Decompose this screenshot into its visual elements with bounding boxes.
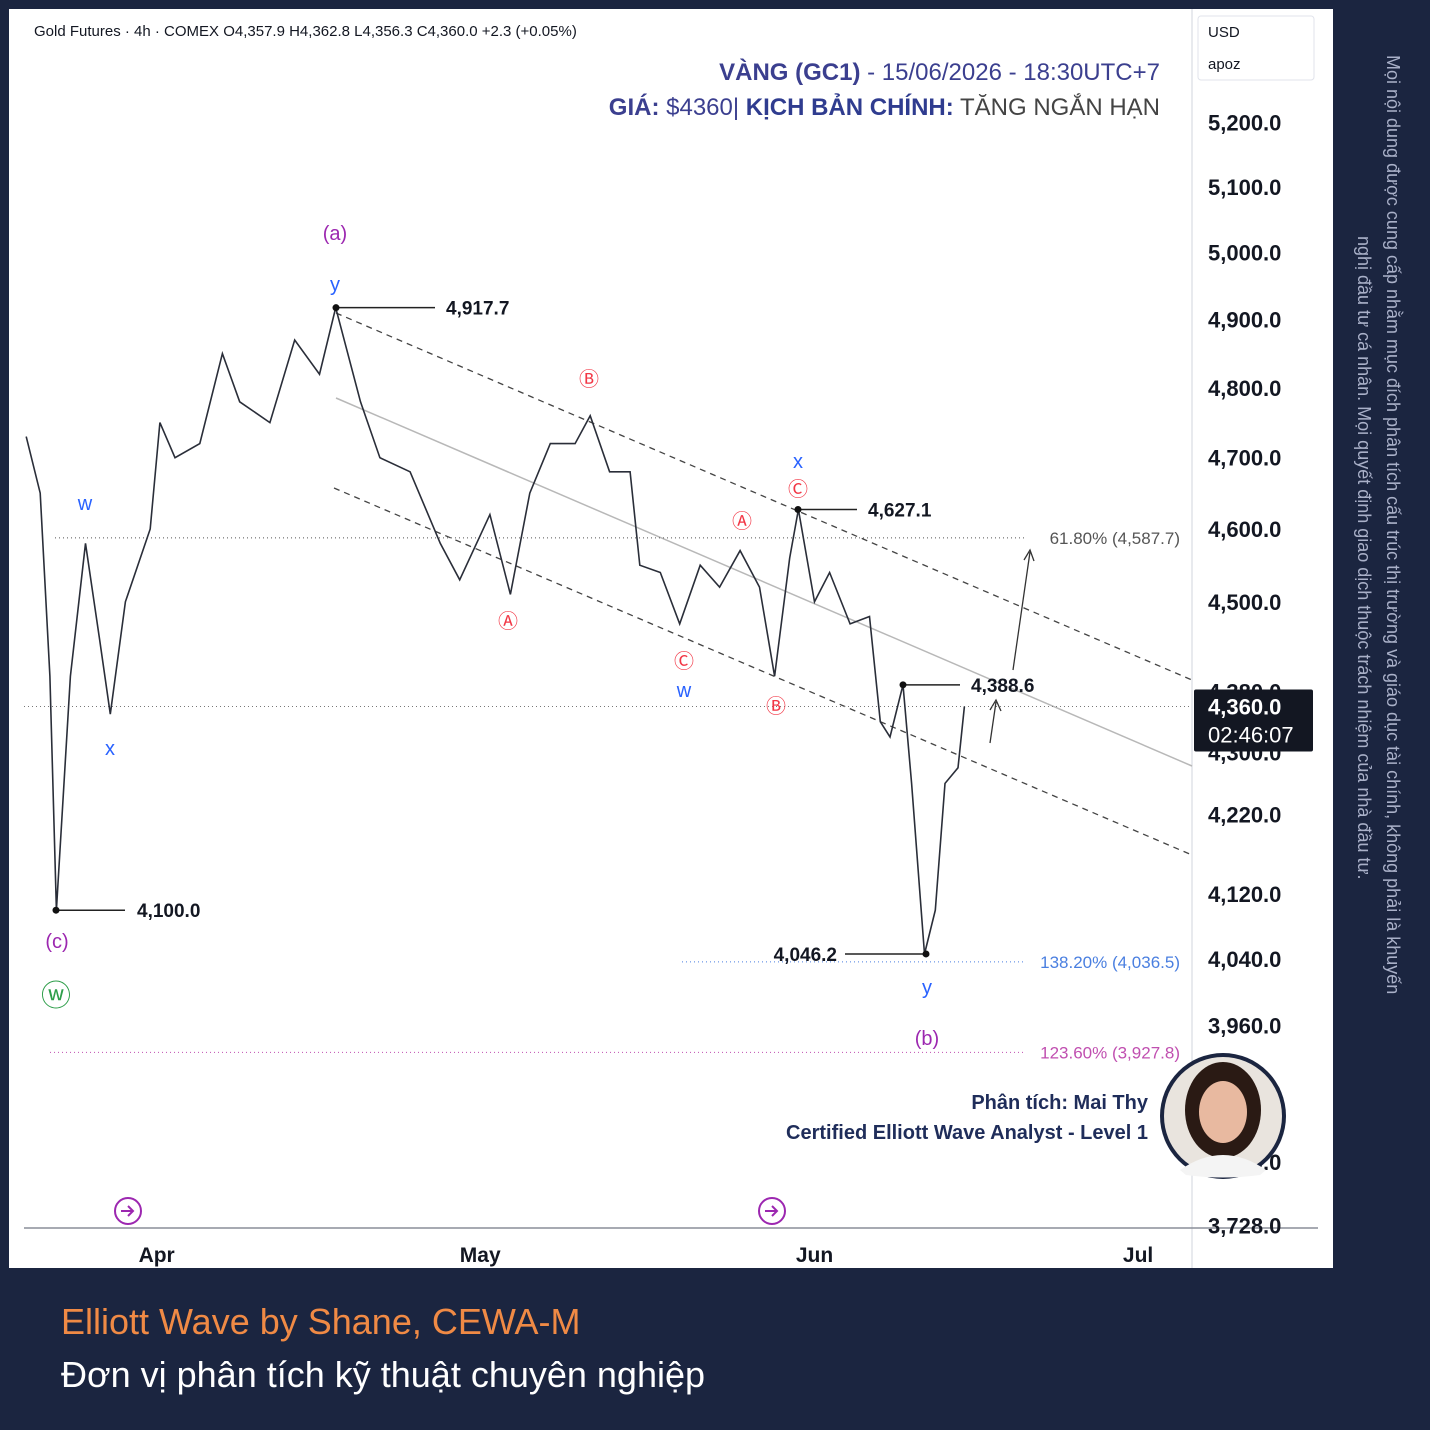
- channel-lower: [333, 487, 1193, 856]
- event-icon[interactable]: [758, 1197, 786, 1225]
- currency-box: [1197, 15, 1315, 81]
- pivot-dot: [332, 304, 340, 312]
- pivot-label: 4,917.7: [446, 299, 509, 320]
- channel-mid: [335, 397, 1193, 767]
- wave-label: w: [77, 493, 93, 515]
- pivot-label: 4,100.0: [137, 901, 200, 922]
- wave-label: Ⓑ: [766, 695, 786, 718]
- countdown: 02:46:07: [1208, 722, 1294, 747]
- wave-label: x: [105, 738, 115, 760]
- y-tick-label: 4,220.0: [1208, 803, 1281, 828]
- plot: 61.80% (4,587.7) 138.20% (4,036.5) 123.60%…: [24, 223, 1193, 1225]
- y-tick-label: 3,728.0: [1208, 1213, 1281, 1238]
- pivot-label: 4,627.1: [868, 500, 932, 521]
- y-tick-label: 5,200.0: [1208, 111, 1281, 136]
- credential: Certified Elliott Wave Analyst - Level 1: [786, 1122, 1148, 1144]
- wave-label: Ⓒ: [674, 650, 694, 673]
- price-text: $4360|: [659, 94, 745, 121]
- projection-arrow: [1012, 551, 1031, 671]
- wave-label: Ⓐ: [498, 610, 518, 633]
- avatar-face: [1199, 1081, 1247, 1143]
- pivot-label: 4,046.2: [774, 945, 837, 966]
- projection-arrow: [989, 701, 997, 744]
- scenario-label: KỊCH BẢN CHÍNH:: [746, 92, 954, 121]
- channel-upper: [335, 312, 1193, 681]
- account: apoz: [1208, 56, 1241, 73]
- disclaimer: nghị đầu tư cá nhân. Mọi quyết định giao…: [1354, 236, 1374, 880]
- y-tick-label: 4,800.0: [1208, 376, 1281, 401]
- title-line-1: VÀNG (GC1) - 15/06/2026 - 18:30UTC+7: [719, 58, 1160, 86]
- analyst: Phân tích: Mai Thy: [971, 1092, 1149, 1114]
- event-icon-arrow: [121, 1205, 135, 1217]
- wave-label: (b): [915, 1028, 939, 1050]
- pivot-dot: [899, 681, 907, 689]
- pivot-dot: [922, 950, 930, 958]
- wave-label: x: [793, 451, 803, 473]
- wave-label: Ⓐ: [732, 510, 752, 533]
- y-tick-label: 5,100.0: [1208, 175, 1281, 200]
- wave-label: Ⓑ: [579, 368, 599, 391]
- y-tick-label: 4,700.0: [1208, 446, 1281, 471]
- x-tick-label: Jun: [796, 1244, 833, 1267]
- event-icon[interactable]: [114, 1197, 142, 1225]
- y-tick-label: 4,120.0: [1208, 882, 1281, 907]
- price-label: GIÁ:: [609, 93, 660, 121]
- y-tick-label: 3,960.0: [1208, 1013, 1281, 1038]
- wave-label: ⓦ: [41, 980, 71, 1013]
- y-tick-label: 4,500.0: [1208, 590, 1281, 615]
- avatar: [1160, 1053, 1286, 1179]
- fib-label: 61.80% (4,587.7): [1050, 529, 1180, 548]
- currency: USD: [1208, 24, 1240, 41]
- pivot-dot: [52, 906, 60, 914]
- price-line: [25, 307, 966, 955]
- title-main: VÀNG (GC1): [719, 58, 860, 86]
- wave-label: w: [676, 680, 692, 702]
- fib-label: 138.20% (4,036.5): [1040, 953, 1180, 972]
- brand: Elliott Wave by Shane, CEWA-M: [61, 1301, 581, 1342]
- symbol-header: Gold Futures · 4h · COMEX O4,357.9 H4,36…: [34, 23, 577, 40]
- event-icon-arrow: [765, 1205, 779, 1217]
- y-tick-label: 4,040.0: [1208, 947, 1281, 972]
- last-price-box: [1194, 689, 1313, 752]
- last-price-label: 4,360.0: [1208, 694, 1281, 719]
- wave-label: y: [330, 274, 340, 296]
- scenario-text: TĂNG NGẮN HẠN: [954, 93, 1160, 121]
- fib-label: 123.60% (3,927.8): [1040, 1043, 1180, 1062]
- wave-label: Ⓒ: [788, 478, 808, 501]
- wave-label: (a): [323, 223, 347, 245]
- disclaimer: Mọi nội dung được cung cấp nhằm mục đích…: [1383, 55, 1404, 994]
- y-tick-label: 5,000.0: [1208, 241, 1281, 266]
- x-tick-label: May: [460, 1244, 501, 1267]
- x-tick-label: Apr: [139, 1244, 175, 1267]
- x-tick-label: Jul: [1123, 1244, 1153, 1267]
- brand-subtitle: Đơn vị phân tích kỹ thuật chuyên nghiệp: [61, 1354, 705, 1395]
- arrow-head: [1023, 548, 1035, 562]
- y-tick-label: 4,600.0: [1208, 517, 1281, 542]
- title-date: - 15/06/2026 - 18:30UTC+7: [860, 59, 1160, 86]
- wave-label: y: [922, 977, 932, 999]
- pivot-dot: [794, 505, 802, 513]
- wave-label: (c): [45, 931, 68, 953]
- y-tick-label: 4,900.0: [1208, 308, 1281, 333]
- title-line-2: GIÁ: $4360| KỊCH BẢN CHÍNH: TĂNG NGẮN HẠ…: [609, 92, 1160, 121]
- pivot-label: 4,388.6: [971, 676, 1034, 697]
- avatar-shirt: [1180, 1155, 1266, 1178]
- chart-panel: [9, 9, 1333, 1268]
